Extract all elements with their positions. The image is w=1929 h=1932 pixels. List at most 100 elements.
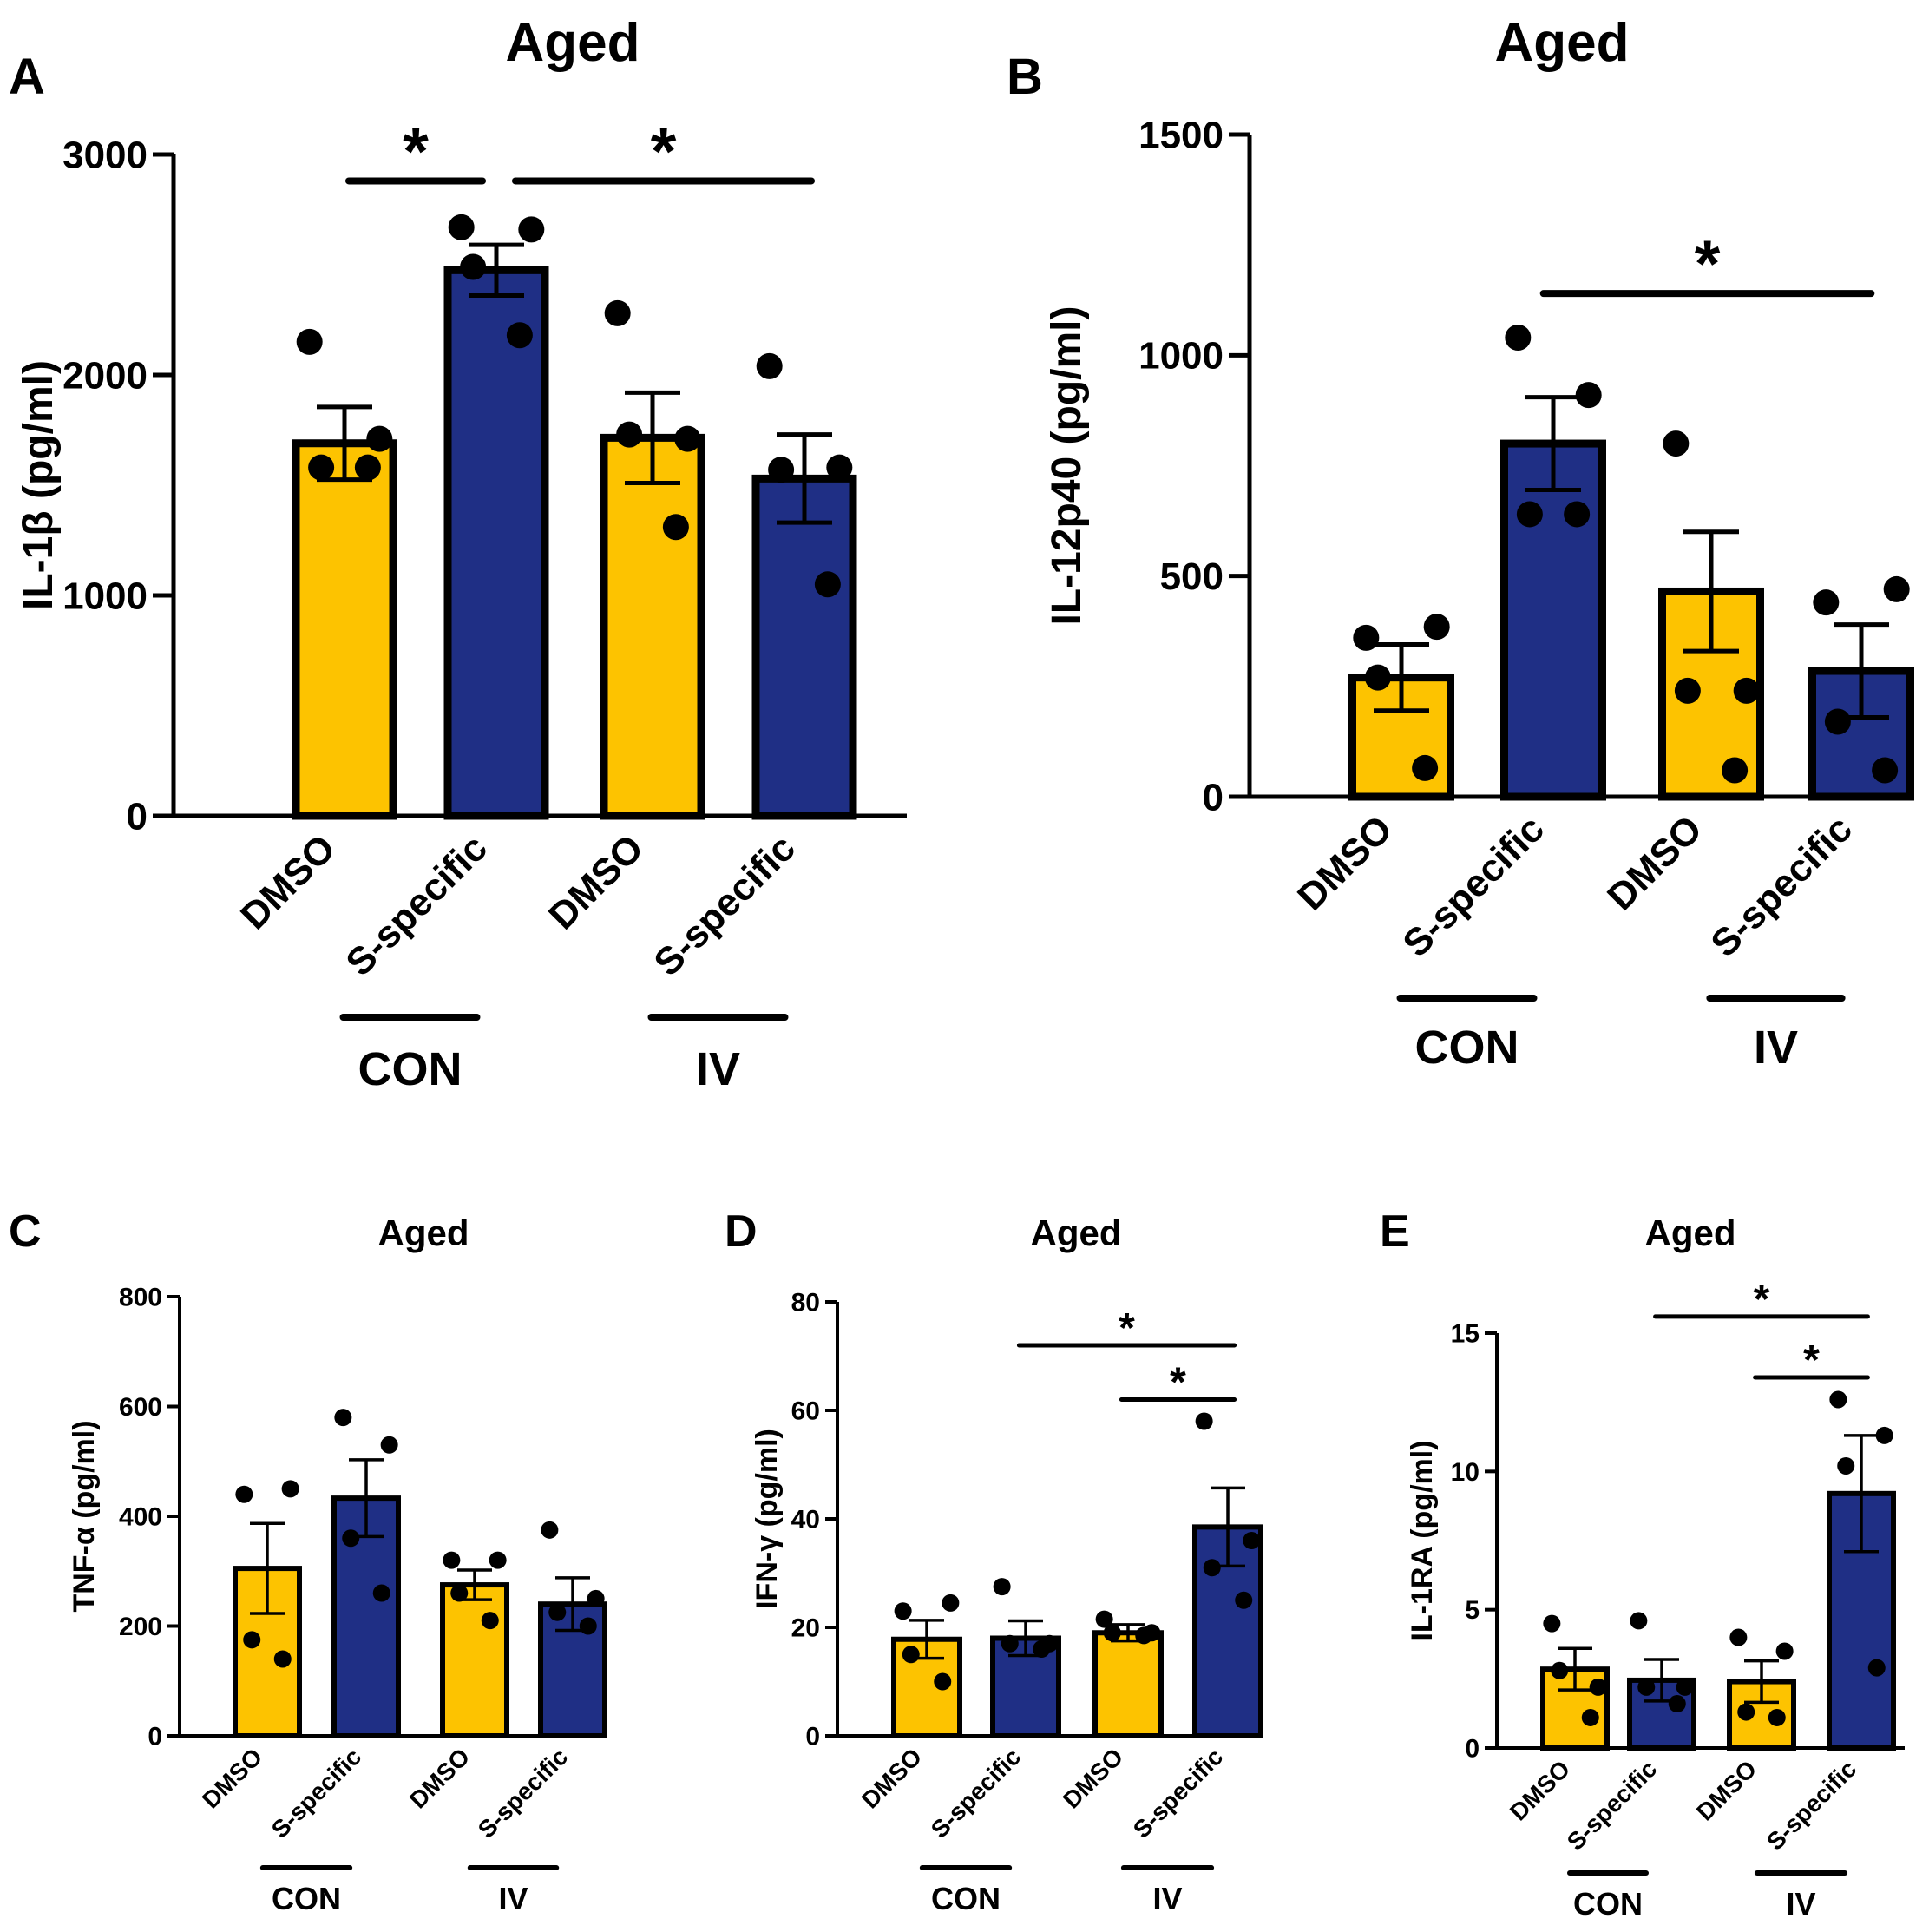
y-tick-label: 1000 (62, 575, 148, 617)
y-tick-label: 1000 (1138, 335, 1224, 378)
bar (751, 474, 857, 820)
data-point (1564, 501, 1591, 528)
bar (1500, 439, 1606, 801)
data-point (1095, 1610, 1113, 1628)
data-point (616, 421, 643, 448)
x-tick-label: S-specific (1562, 1755, 1662, 1855)
chart-title: Aged (506, 13, 640, 73)
significance-star: * (651, 115, 677, 188)
x-tick-label: DMSO (1289, 807, 1401, 918)
x-tick-label: DMSO (1058, 1743, 1128, 1813)
y-tick-label: 5 (1465, 1596, 1480, 1625)
data-point (1412, 754, 1439, 781)
x-tick-label: DMSO (404, 1743, 475, 1813)
data-point (1722, 757, 1749, 784)
data-point (372, 1584, 390, 1602)
significance-star: * (1170, 1360, 1186, 1406)
data-point (1581, 1708, 1599, 1726)
data-point (662, 514, 689, 541)
data-point (281, 1480, 299, 1498)
data-point (1768, 1708, 1786, 1726)
y-axis-label: IL-1β (pg/ml) (16, 360, 62, 610)
x-tick-label: S-specific (338, 826, 495, 984)
x-tick-label: DMSO (1599, 807, 1710, 918)
x-tick-label: S-specific (266, 1743, 366, 1843)
data-point (450, 1584, 469, 1602)
data-point (942, 1594, 960, 1612)
data-point (308, 454, 335, 481)
y-tick-label: 0 (148, 1723, 162, 1751)
y-tick-label: 0 (127, 795, 148, 838)
data-point (1824, 708, 1851, 735)
y-tick-label: 400 (119, 1503, 162, 1532)
data-point (1775, 1642, 1794, 1660)
panel-label: C (9, 1206, 42, 1257)
data-point (1872, 757, 1899, 784)
group-label: IV (1152, 1881, 1182, 1916)
data-point (1103, 1624, 1121, 1642)
data-point (579, 1617, 597, 1635)
data-point (587, 1589, 605, 1607)
data-point (506, 322, 533, 349)
data-point (296, 328, 323, 355)
significance-star: * (403, 115, 429, 188)
data-point (674, 425, 701, 452)
y-tick-label: 10 (1451, 1458, 1480, 1487)
y-tick-label: 60 (791, 1397, 820, 1426)
y-tick-label: 0 (1465, 1735, 1480, 1764)
data-point (448, 214, 475, 240)
chart-title: Aged (1031, 1212, 1122, 1253)
data-point (342, 1529, 360, 1548)
y-tick-label: 1500 (1138, 114, 1224, 156)
group-label: IV (696, 1043, 740, 1095)
data-point (902, 1646, 920, 1664)
group-label: CON (272, 1881, 341, 1916)
x-tick-label: DMSO (541, 826, 652, 937)
y-tick-label: 800 (119, 1284, 162, 1312)
y-tick-label: 2000 (62, 354, 148, 397)
data-point (993, 1578, 1011, 1596)
data-point (366, 425, 393, 452)
x-tick-label: S-specific (926, 1743, 1026, 1843)
data-point (1353, 624, 1380, 651)
bar (600, 433, 705, 820)
data-point (1516, 501, 1543, 528)
significance-star: * (1803, 1337, 1820, 1383)
data-point (1837, 1456, 1855, 1475)
data-point (1505, 324, 1532, 351)
data-point (1674, 677, 1701, 704)
panel-label: A (9, 49, 45, 105)
y-tick-label: 600 (119, 1393, 162, 1422)
y-axis-label: TNF-α (pg/ml) (68, 1420, 101, 1612)
data-point (1676, 1678, 1694, 1696)
data-point (1729, 1628, 1748, 1646)
data-point (1637, 1678, 1656, 1696)
x-tick-label: S-specific (646, 826, 804, 984)
data-point (1737, 1703, 1755, 1721)
x-tick-label: S-specific (1703, 807, 1860, 965)
y-axis-label: IFN-γ (pg/ml) (751, 1429, 784, 1609)
data-point (1733, 677, 1760, 704)
data-point (380, 1436, 398, 1454)
data-point (1001, 1634, 1019, 1653)
data-point (1829, 1390, 1847, 1409)
x-tick-label: DMSO (1691, 1755, 1762, 1825)
data-point (334, 1409, 352, 1427)
data-point (1551, 1661, 1569, 1679)
data-point (814, 571, 841, 598)
y-tick-label: 500 (1160, 555, 1224, 598)
x-tick-label: S-specific (1762, 1755, 1861, 1855)
x-tick-label: DMSO (197, 1743, 267, 1813)
y-tick-label: 40 (791, 1506, 820, 1534)
panel-label: B (1007, 49, 1043, 105)
data-point (1575, 382, 1602, 409)
data-point (1135, 1626, 1153, 1645)
bar (440, 1582, 509, 1738)
y-tick-label: 80 (791, 1289, 820, 1318)
y-axis-label: IL-12p40 (pg/ml) (1044, 306, 1090, 625)
significance-star: * (1119, 1305, 1135, 1351)
data-point (1195, 1412, 1213, 1430)
bar (443, 266, 549, 820)
